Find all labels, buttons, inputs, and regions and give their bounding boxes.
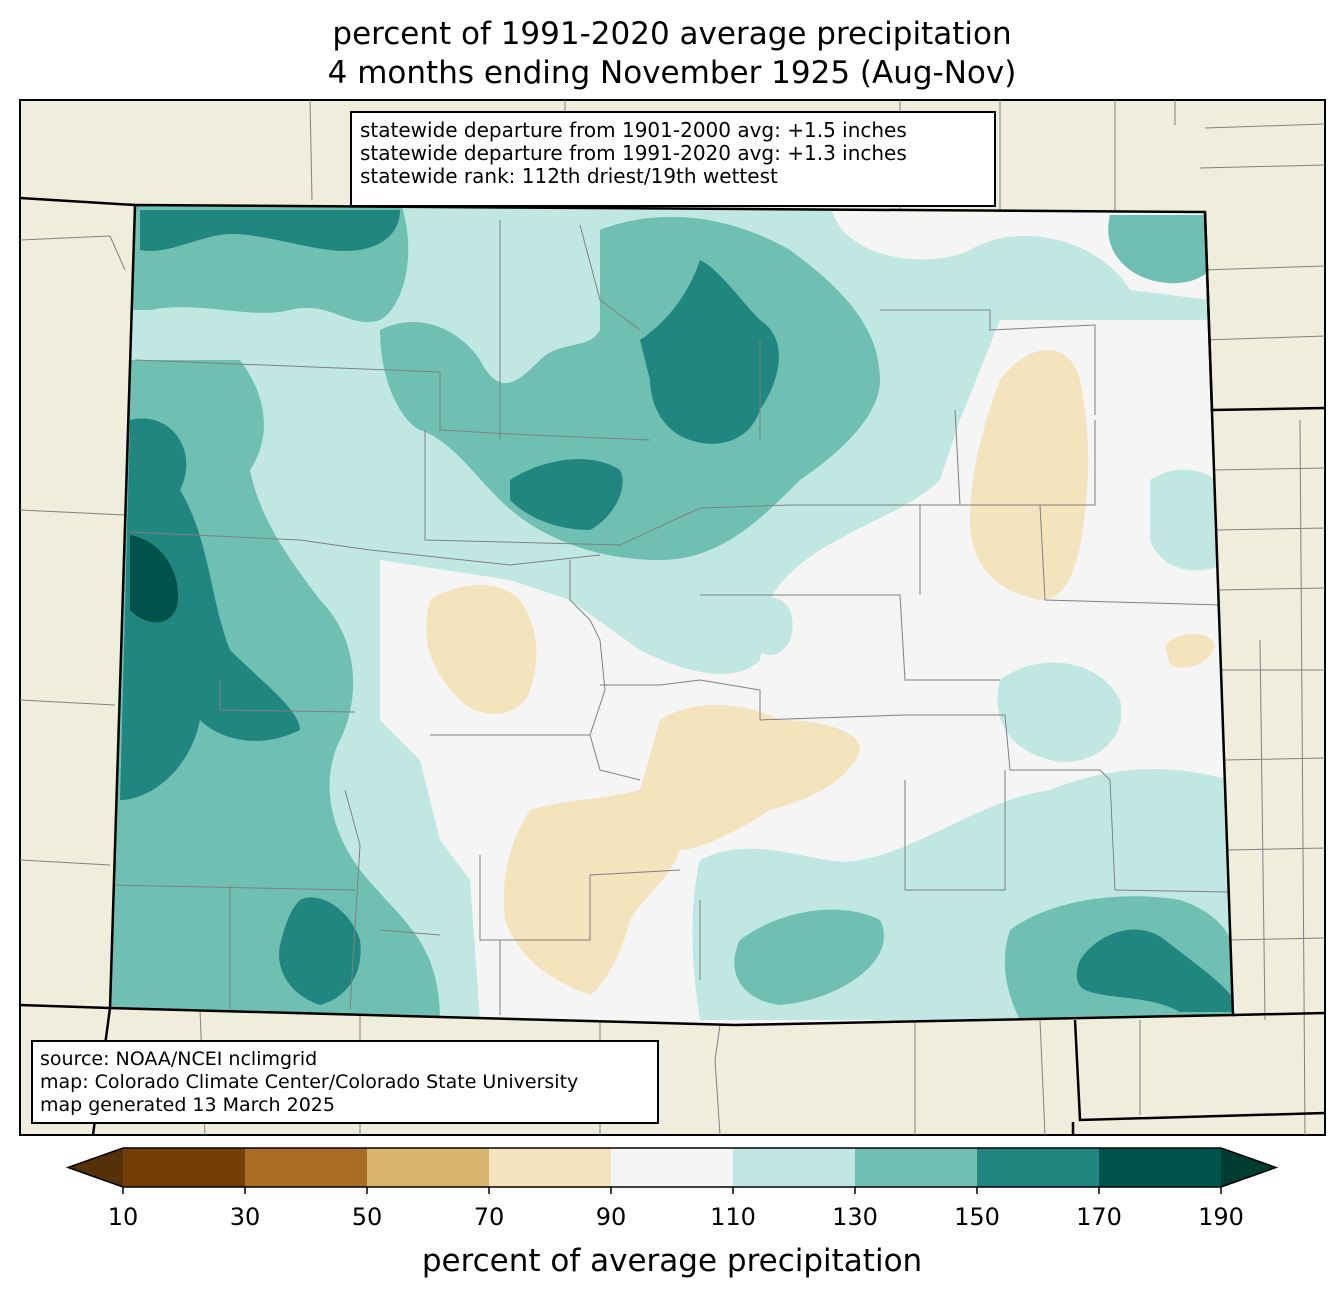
source-box: source: NOAA/NCEI nclimgrid map: Colorad… xyxy=(31,1040,659,1124)
colorbar-segment xyxy=(123,1148,246,1187)
source-line: source: NOAA/NCEI nclimgrid xyxy=(40,1048,318,1070)
colorbar-tick-label: 190 xyxy=(1198,1203,1244,1231)
colorbar-segment xyxy=(489,1148,612,1187)
colorbar-tick-label: 10 xyxy=(107,1203,139,1231)
generated-date-line: map generated 13 March 2025 xyxy=(40,1094,335,1116)
colorbar-tick-label: 30 xyxy=(229,1203,261,1231)
colorbar-tick-label: 90 xyxy=(595,1203,627,1231)
map-credit-line: map: Colorado Climate Center/Colorado St… xyxy=(40,1071,579,1093)
colorbar-segment xyxy=(855,1148,978,1187)
colorbar xyxy=(65,1147,1279,1194)
colorbar-tick-label: 50 xyxy=(351,1203,383,1231)
colorado-precip-field xyxy=(110,205,1233,1025)
colorado-county-lines xyxy=(110,220,1231,1015)
stats-departure-1901-2000: statewide departure from 1901-2000 avg: … xyxy=(360,118,907,142)
map-title-line1: percent of 1991-2020 average precipitati… xyxy=(332,16,1012,52)
colorbar-tick-label: 170 xyxy=(1076,1203,1122,1231)
colorbar-tick-label: 150 xyxy=(954,1203,1000,1231)
stats-departure-1991-2020: statewide departure from 1991-2020 avg: … xyxy=(360,141,907,165)
map-title-line2: 4 months ending November 1925 (Aug-Nov) xyxy=(327,55,1017,91)
colorbar-segment xyxy=(1099,1148,1222,1187)
colorbar-segment xyxy=(611,1148,734,1187)
colorbar-over-arrow xyxy=(1221,1148,1276,1187)
colorbar-under-arrow xyxy=(68,1148,123,1187)
colorbar-segment xyxy=(733,1148,856,1187)
statewide-stats-box: statewide departure from 1901-2000 avg: … xyxy=(350,111,996,207)
colorbar-segment xyxy=(245,1148,368,1187)
colorbar-label: percent of average precipitation xyxy=(421,1243,923,1279)
colorado-border xyxy=(108,203,1235,1027)
colorbar-tick-label: 70 xyxy=(473,1203,505,1231)
colorbar-segment xyxy=(367,1148,490,1187)
stats-rank: statewide rank: 112th driest/19th wettes… xyxy=(360,164,778,188)
colorbar-segment xyxy=(977,1148,1100,1187)
colorbar-tick-label: 110 xyxy=(710,1203,756,1231)
colorbar-tick-label: 130 xyxy=(832,1203,878,1231)
